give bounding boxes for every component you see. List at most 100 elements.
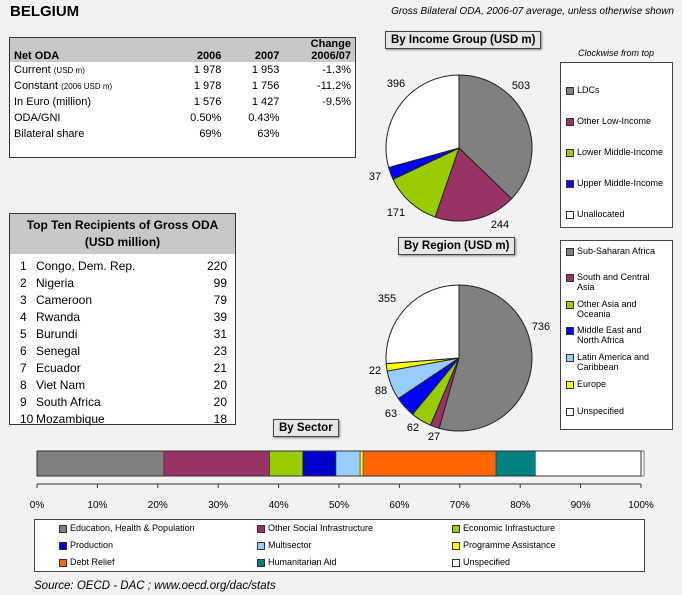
- net-oda-table: Net ODA 2006 2007 Change 2006/07 Current…: [9, 37, 356, 158]
- col-2006: 2006: [196, 50, 222, 62]
- legend-swatch: [59, 525, 67, 533]
- recipient-value: 99: [213, 276, 227, 290]
- legend-item: Other Asia and Oceania: [566, 299, 666, 319]
- rank: 3: [20, 293, 27, 307]
- pie-data-label: 63: [385, 408, 397, 420]
- x-tick-label: 20%: [148, 500, 168, 511]
- legend-item: Production: [59, 540, 113, 550]
- recipient-value: 31: [213, 327, 227, 341]
- pie-slice: [434, 147, 513, 222]
- legend-label: Latin America and Caribbean: [577, 352, 650, 372]
- pie-slice: [392, 147, 460, 218]
- sector-legend: Education, Health & Population Other Soc…: [34, 519, 645, 572]
- legend-swatch: [566, 149, 574, 157]
- recipient-name: Senegal: [36, 344, 81, 358]
- legend-item: Economic Infrastucture: [452, 523, 555, 533]
- legend-item: Humanitarian Aid: [257, 557, 337, 567]
- list-item: 7 Ecuador 21: [10, 360, 235, 377]
- sector-bar-segment: [362, 450, 497, 477]
- legend-swatch: [566, 274, 574, 282]
- legend-item: Upper Middle-Income: [566, 178, 663, 188]
- pie-slice: [385, 284, 460, 365]
- legend-label: Sub-Saharan Africa: [577, 246, 656, 256]
- legend-item: LDCs: [566, 85, 600, 95]
- row-2007: 63%: [257, 128, 280, 140]
- col-change-line2: 2006/07: [311, 50, 351, 62]
- recipient-name: Viet Nam: [36, 378, 86, 392]
- table-row: ODA/GNI 0.50% 0.43%: [10, 110, 355, 126]
- pie-data-label: 88: [375, 385, 387, 397]
- rank: 6: [20, 344, 27, 358]
- legend-label: Europe: [577, 379, 607, 389]
- legend-item: Other Social Infrastructure: [257, 523, 373, 533]
- x-tick-label: 90%: [571, 500, 591, 511]
- recipient-value: 79: [213, 293, 227, 307]
- legend-swatch: [257, 559, 265, 567]
- recipient-name: Mozambique: [36, 412, 105, 426]
- list-item: 4 Rwanda 39: [10, 309, 235, 326]
- row-label: Constant (2006 USD m): [14, 80, 113, 92]
- legend-label: Upper Middle-Income: [577, 178, 664, 188]
- legend-item: Middle East and North Africa: [566, 325, 666, 345]
- source-note: Source: OECD - DAC ; www.oecd.org/dac/st…: [34, 580, 276, 592]
- pie-data-label: 244: [491, 219, 509, 231]
- legend-swatch: [257, 542, 265, 550]
- top-ten-title: Top Ten Recipients of Gross ODA (USD mil…: [10, 214, 235, 254]
- x-tick-label: 80%: [510, 500, 530, 511]
- pie-data-label: 396: [387, 78, 405, 90]
- x-tick-label: 60%: [389, 500, 409, 511]
- legend-swatch: [566, 118, 574, 126]
- sector-bar-segment: [335, 450, 361, 477]
- row-2006: 69%: [199, 128, 222, 140]
- rank: 8: [20, 378, 27, 392]
- legend-item: Unspecified: [566, 406, 624, 416]
- legend-label: Unspecified: [463, 557, 511, 567]
- list-item: 3 Cameroon 79: [10, 292, 235, 309]
- row-change: -9.5%: [322, 96, 351, 108]
- recipient-value: 39: [213, 310, 227, 324]
- sector-chart-title: By Sector: [273, 419, 339, 437]
- legend-label: Unallocated: [577, 209, 625, 219]
- list-item: 2 Nigeria 99: [10, 275, 235, 292]
- pie-data-label: 37: [369, 171, 381, 183]
- legend-swatch: [566, 354, 574, 362]
- legend-item: South and Central Asia: [566, 272, 666, 292]
- legend-swatch: [566, 301, 574, 309]
- legend-label: Economic Infrastucture: [463, 523, 556, 533]
- legend-swatch: [257, 525, 265, 533]
- recipient-name: Congo, Dem. Rep.: [36, 259, 136, 273]
- list-item: 1 Congo, Dem. Rep. 220: [10, 258, 235, 275]
- legend-label: Other Social Infrastructure: [268, 523, 374, 533]
- legend-swatch: [566, 87, 574, 95]
- legend-swatch: [566, 327, 574, 335]
- col-2007: 2007: [254, 50, 280, 62]
- row-2006: 0.50%: [190, 112, 222, 124]
- sector-bar-segment: [163, 450, 270, 477]
- legend-label: Middle East and North Africa: [577, 325, 642, 345]
- table-row: Bilateral share 69% 63%: [10, 126, 355, 142]
- recipient-value: 18: [213, 412, 227, 426]
- recipient-value: 23: [213, 344, 227, 358]
- legend-item: Unallocated: [566, 209, 625, 219]
- sector-bar-segment: [269, 450, 304, 477]
- x-tick-label: 50%: [329, 500, 349, 511]
- row-label: Current (USD m): [14, 64, 85, 76]
- recipient-name: Cameroon: [36, 293, 93, 307]
- pie-slice: [458, 74, 533, 200]
- recipient-name: Burundi: [36, 327, 78, 341]
- legend-item: Unspecified: [452, 557, 510, 567]
- legend-swatch: [566, 408, 574, 416]
- recipient-value: 20: [213, 378, 227, 392]
- legend-label: Humanitarian Aid: [268, 557, 337, 567]
- pie-slice: [438, 284, 533, 432]
- pie-slice: [385, 74, 460, 169]
- row-2007: 1 953: [251, 64, 280, 76]
- row-label: ODA/GNI: [14, 112, 61, 124]
- region-legend: Sub-Saharan Africa South and Central Asi…: [560, 240, 673, 430]
- table-row: Current (USD m) 1 978 1 953 -1.3%: [10, 62, 355, 78]
- list-item: 8 Viet Nam 20: [10, 377, 235, 394]
- legend-item: Education, Health & Population: [59, 523, 195, 533]
- legend-label: Multisector: [268, 540, 312, 550]
- recipient-name: Nigeria: [36, 276, 75, 290]
- pie-data-label: 503: [512, 80, 530, 92]
